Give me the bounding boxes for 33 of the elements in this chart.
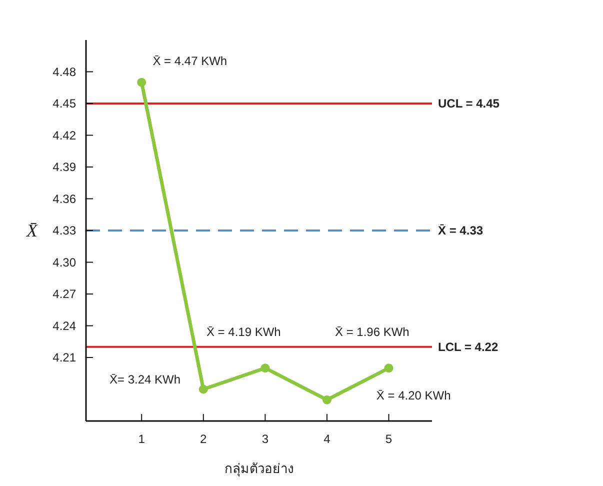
y-axis-title: X̄ (26, 220, 38, 240)
x-tick-label: 3 (262, 432, 269, 446)
annotation: X̄ = 4.20 KWh (376, 388, 451, 403)
point (137, 78, 146, 87)
ref-line: X̄ = 4.33 (86, 224, 484, 238)
x-tick-label: 1 (138, 432, 146, 446)
point (384, 364, 394, 373)
ref-line-label: UCL = 4.45 (438, 96, 500, 110)
ref-line-label: X̄ = 4.33 (438, 224, 484, 238)
y-tick-label: 4.36 (52, 192, 76, 206)
annotation: X̄ = 4.47 KWh (152, 54, 228, 68)
annotation: X̄= 3.24 KWh (109, 372, 181, 387)
x-tick-label: 2 (200, 432, 208, 446)
x-tick-label: 4 (324, 432, 331, 446)
ref-line-label: LCL = 4.22 (438, 340, 498, 354)
y-tick-label: 4.45 (52, 96, 76, 110)
annotation: X̄ = 4.19 KWh (206, 325, 281, 340)
y-tick-label: 4.24 (52, 318, 76, 333)
annotation: X̄ = 1.96 KWh (334, 325, 410, 340)
y-tick-label: 4.39 (52, 160, 76, 174)
x-tick-label: 5 (385, 432, 392, 446)
y-tick-label: 4.42 (52, 128, 76, 142)
ref-line: UCL = 4.45 (86, 96, 500, 110)
point (198, 384, 208, 394)
y-tick-label: 4.33 (52, 224, 76, 238)
point (322, 395, 332, 404)
y-tick-label: 4.27 (52, 287, 76, 301)
x-axis-title: กลุ่มตัวอย่าง (224, 461, 294, 477)
y-tick-label: 4.30 (52, 255, 76, 270)
y-tick-label: 4.48 (52, 64, 76, 79)
ref-line: LCL = 4.22 (86, 340, 498, 354)
y-tick-label: 4.21 (52, 350, 76, 364)
point (260, 364, 270, 373)
